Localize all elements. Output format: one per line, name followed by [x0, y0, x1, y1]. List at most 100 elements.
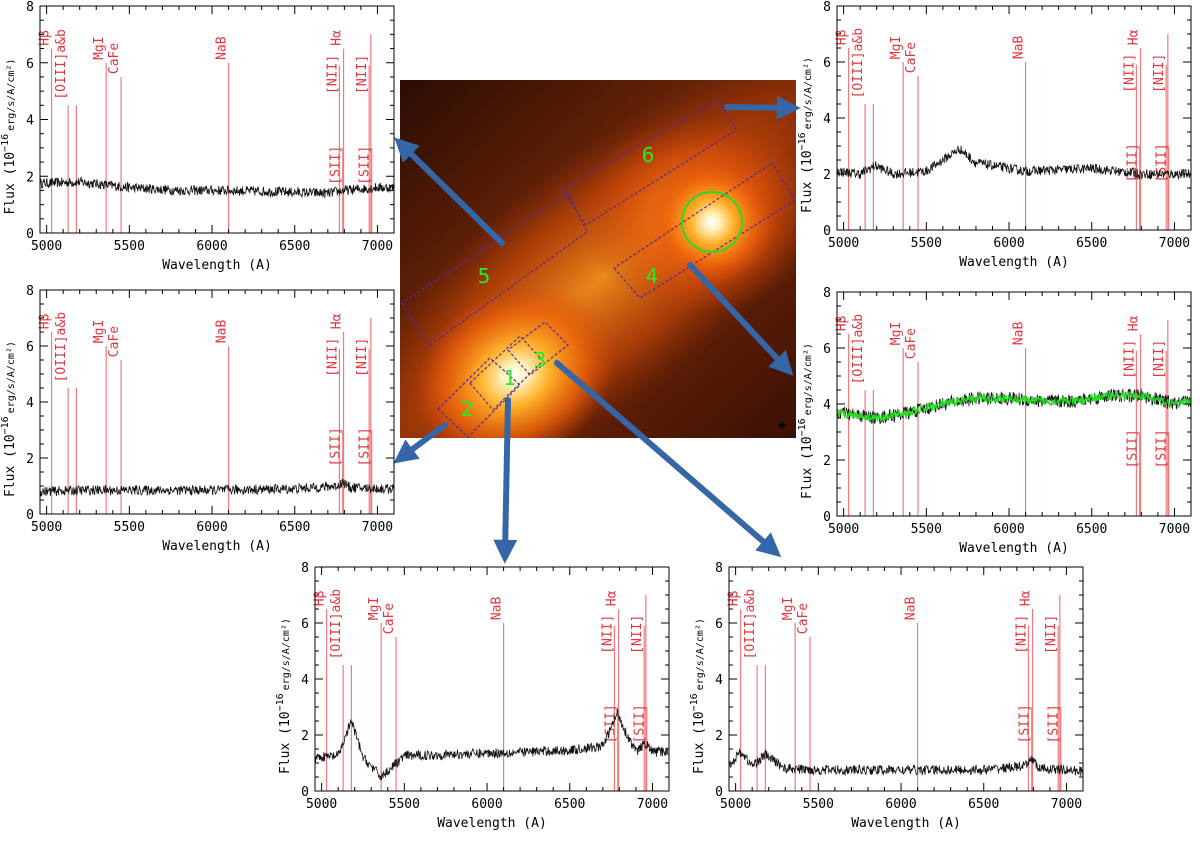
spectrum-panel-region-4: Hβ [OIII]a&b MgI CaFe NaB Hα [NII] [NII] [SII] [S… [797, 286, 1192, 556]
y-tick-label: 4 [301, 673, 309, 688]
y-tick-label: 0 [823, 510, 831, 525]
spectrum-panel-region-2: Hβ [OIII]a&b MgI CaFe NaB Hα [NII] [NII] [SII] [S… [0, 284, 395, 554]
y-tick-label: 2 [823, 168, 831, 183]
x-axis-title: Wavelength (A) [959, 255, 1069, 270]
line-label: [OIII]a&b [851, 28, 866, 99]
arrow [394, 137, 505, 246]
y-tick-label: 0 [26, 227, 34, 242]
spectrum-line [728, 748, 1084, 777]
x-tick-label: 6000 [993, 522, 1024, 537]
x-tick-label: 6000 [196, 239, 227, 254]
line-label: [SII] [1047, 704, 1062, 743]
slit-box [469, 335, 544, 411]
line-label: Hα [1127, 29, 1142, 45]
spectrum-line [836, 388, 1192, 425]
spectrum-line [39, 176, 395, 199]
x-axis: 5000 5500 6000 6500 7000 [31, 290, 393, 535]
y-axis: 0 2 4 6 8 [823, 0, 1191, 239]
line-label: NaB [1012, 36, 1027, 60]
line-label: MgI [92, 36, 107, 59]
spectrum-line [39, 478, 395, 497]
x-tick-label: 6000 [993, 236, 1024, 251]
y-tick-label: 8 [301, 561, 309, 576]
image-marker: ✚ [778, 417, 786, 433]
arrows [393, 95, 801, 564]
slit-box [613, 162, 796, 299]
line-label: [OIII]a&b [54, 29, 69, 100]
x-tick-label: 5000 [720, 797, 751, 812]
x-tick-label: 6500 [1076, 522, 1107, 537]
line-label: Hα [1127, 315, 1142, 331]
x-axis-title: Wavelength (A) [959, 541, 1069, 556]
x-tick-label: 6000 [196, 520, 227, 535]
line-label: [SII] [358, 427, 373, 466]
y-axis-title: Flux (10−16erg/s/A/cm²) [0, 59, 18, 215]
x-tick-label: 5000 [306, 797, 337, 812]
line-label: [OIII]a&b [851, 314, 866, 385]
line-label: [NII] [355, 338, 370, 377]
line-label: [NII] [355, 55, 370, 94]
region-labels: 1 2 3 4 5 6 [461, 143, 659, 421]
x-tick-label: 5500 [911, 522, 942, 537]
galaxy-image: 1 2 3 4 5 6 ✚ [400, 80, 796, 438]
line-label: Hα [330, 30, 345, 46]
x-axis: 5000 5500 6000 6500 7000 [720, 567, 1082, 812]
line-label: Hβ [727, 590, 742, 606]
region-label: 1 [504, 366, 517, 390]
line-label: MgI [889, 36, 904, 59]
y-tick-label: 2 [301, 729, 309, 744]
line-label: Hβ [835, 315, 850, 331]
spectrum-series [728, 748, 1084, 777]
x-tick-label: 7000 [637, 797, 668, 812]
x-axis: 5000 5500 6000 6500 7000 [306, 567, 668, 812]
y-tick-label: 4 [26, 396, 34, 411]
fit-line [836, 390, 1191, 423]
x-tick-label: 6000 [471, 797, 502, 812]
line-markers: Hβ [OIII]a&b MgI CaFe NaB Hα [NII] [NII] [SII] [S… [38, 312, 373, 514]
line-label: CaFe [107, 43, 122, 74]
line-label: CaFe [107, 326, 122, 357]
y-tick-label: 2 [823, 454, 831, 469]
y-tick-label: 0 [301, 785, 309, 800]
aperture-circle [681, 191, 743, 253]
slit-box [561, 99, 737, 226]
region-label: 6 [642, 143, 655, 167]
x-tick-label: 6500 [1076, 236, 1107, 251]
line-label: [NII] [1044, 615, 1059, 654]
y-axis-title: Flux (10−16erg/s/A/cm²) [275, 618, 293, 774]
y-tick-label: 6 [823, 342, 831, 357]
x-tick-label: 6500 [554, 797, 585, 812]
arrow [724, 95, 801, 120]
region-label: 4 [646, 264, 659, 288]
line-label: NaB [1012, 322, 1027, 346]
y-axis-title: Flux (10−16erg/s/A/cm²) [797, 57, 815, 213]
line-label: [SII] [1018, 704, 1033, 743]
y-tick-label: 2 [715, 729, 723, 744]
y-tick-label: 6 [301, 617, 309, 632]
spectrum-panel-region-3: Hβ [OIII]a&b MgI CaFe NaB Hα [NII] [NII] [SII] [S… [689, 561, 1084, 831]
line-label: MgI [781, 597, 796, 620]
region-label: 2 [461, 397, 474, 421]
line-label: [SII] [604, 704, 619, 743]
x-tick-label: 6500 [279, 239, 310, 254]
line-label: CaFe [904, 328, 919, 359]
line-label: [OIII]a&b [329, 589, 344, 660]
x-axis: 5000 5500 6000 6500 7000 [31, 6, 393, 254]
line-label: [SII] [633, 704, 648, 743]
line-markers: Hβ [OIII]a&b MgI CaFe NaB Hα [NII] [NII] [SII] [S… [38, 29, 373, 233]
line-label: NaB [904, 597, 919, 621]
arrow [393, 422, 448, 464]
x-tick-label: 5000 [828, 522, 859, 537]
line-label: Hβ [38, 313, 53, 329]
y-tick-label: 8 [823, 0, 831, 15]
y-tick-label: 4 [823, 112, 831, 127]
line-label: Hα [1019, 590, 1034, 606]
x-tick-label: 7000 [362, 239, 393, 254]
slit-boxes [401, 99, 796, 438]
y-tick-label: 6 [26, 57, 34, 72]
x-tick-label: 7000 [1159, 522, 1190, 537]
x-tick-label: 5500 [114, 239, 145, 254]
spectrum-series [836, 388, 1192, 425]
line-label: [SII] [1155, 429, 1170, 468]
line-label: [NII] [325, 338, 340, 377]
